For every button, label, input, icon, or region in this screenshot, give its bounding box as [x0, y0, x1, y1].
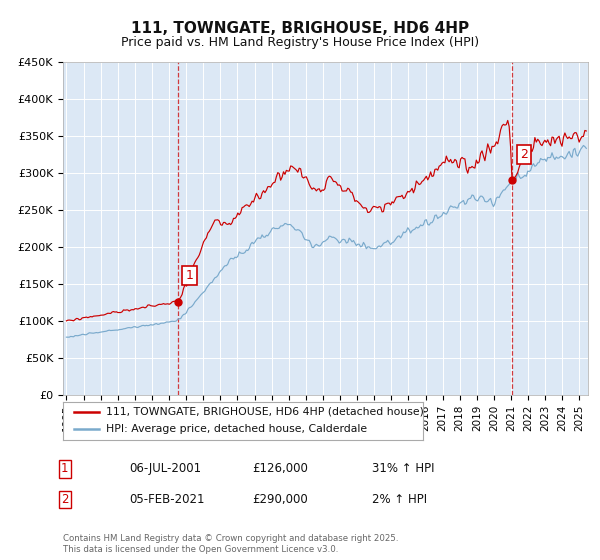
Text: HPI: Average price, detached house, Calderdale: HPI: Average price, detached house, Cald… — [106, 424, 367, 435]
Text: 05-FEB-2021: 05-FEB-2021 — [129, 493, 205, 506]
Text: Price paid vs. HM Land Registry's House Price Index (HPI): Price paid vs. HM Land Registry's House … — [121, 36, 479, 49]
Text: £126,000: £126,000 — [252, 462, 308, 475]
Text: 1: 1 — [61, 462, 68, 475]
Text: 111, TOWNGATE, BRIGHOUSE, HD6 4HP: 111, TOWNGATE, BRIGHOUSE, HD6 4HP — [131, 21, 469, 36]
Text: 06-JUL-2001: 06-JUL-2001 — [129, 462, 201, 475]
Text: 2: 2 — [61, 493, 68, 506]
Text: 2% ↑ HPI: 2% ↑ HPI — [372, 493, 427, 506]
Text: 2: 2 — [520, 148, 529, 161]
Text: 111, TOWNGATE, BRIGHOUSE, HD6 4HP (detached house): 111, TOWNGATE, BRIGHOUSE, HD6 4HP (detac… — [106, 407, 424, 417]
Text: 1: 1 — [185, 269, 193, 282]
Text: £290,000: £290,000 — [252, 493, 308, 506]
Text: Contains HM Land Registry data © Crown copyright and database right 2025.
This d: Contains HM Land Registry data © Crown c… — [63, 534, 398, 554]
Text: 31% ↑ HPI: 31% ↑ HPI — [372, 462, 434, 475]
